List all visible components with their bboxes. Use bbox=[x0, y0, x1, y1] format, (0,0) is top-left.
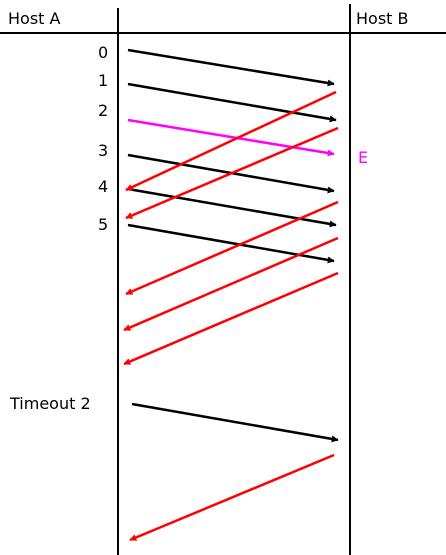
data-arrow-0 bbox=[127, 48, 335, 87]
segment-label-4: 4 bbox=[98, 177, 108, 196]
segment-label-5: 5 bbox=[98, 215, 108, 234]
timeout-label: Timeout 2 bbox=[9, 394, 91, 413]
segment-label-0: 0 bbox=[98, 43, 108, 62]
ack-arrow-4 bbox=[123, 236, 339, 332]
data-arrow-4 bbox=[127, 187, 337, 228]
host-a-label: Host A bbox=[8, 9, 61, 28]
data-arrow-5 bbox=[127, 223, 335, 264]
segment-label-1: 1 bbox=[98, 71, 108, 90]
host-b-label: Host B bbox=[356, 9, 409, 28]
ack-arrow-retransmit bbox=[129, 453, 335, 542]
ack-arrow-5 bbox=[123, 271, 339, 366]
ack-arrow-3 bbox=[125, 200, 339, 296]
data-arrow-1 bbox=[127, 82, 337, 123]
error-label: E bbox=[358, 148, 368, 167]
ack-arrow-1 bbox=[125, 90, 337, 192]
data-arrow-retransmit-2 bbox=[131, 402, 339, 443]
ack-arrow-2 bbox=[125, 126, 339, 220]
data-arrow-2-lost bbox=[127, 118, 335, 157]
segment-label-2: 2 bbox=[98, 101, 108, 120]
segment-label-3: 3 bbox=[98, 141, 108, 160]
